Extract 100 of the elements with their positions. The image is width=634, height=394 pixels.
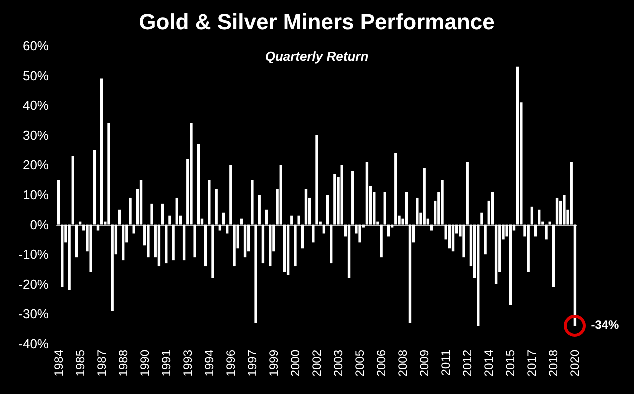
x-tick-label: 2005 [353, 350, 368, 377]
bar [158, 224, 161, 267]
x-tick-label: 2000 [288, 350, 302, 377]
bar [286, 224, 290, 276]
y-tick-label: 50% [22, 68, 50, 84]
bar [298, 216, 300, 225]
bar [182, 224, 186, 261]
y-tick-label: -20% [18, 276, 50, 292]
bar [527, 224, 530, 272]
bar [494, 224, 498, 284]
y-tick-label: 10% [22, 188, 50, 202]
bar [140, 180, 143, 225]
bar [197, 144, 200, 225]
x-tick-label: 2017 [525, 350, 540, 377]
bar [208, 180, 211, 225]
bar [118, 210, 122, 225]
bar [563, 195, 566, 225]
x-tick-label: 2002 [310, 350, 324, 377]
bar [111, 224, 114, 312]
bar [423, 168, 426, 225]
bar [240, 218, 244, 225]
bar [340, 165, 344, 225]
bar [262, 224, 265, 264]
x-tick-label: 1991 [159, 350, 174, 377]
bar [387, 224, 390, 237]
x-tick-label: 1985 [73, 350, 88, 377]
x-tick-label: 2011 [439, 350, 454, 376]
bar [530, 206, 534, 225]
bar [480, 212, 484, 225]
bar [466, 162, 469, 225]
x-tick-label: 2018 [546, 350, 561, 377]
bar [172, 224, 175, 261]
bar [301, 224, 304, 249]
bar [147, 224, 150, 258]
bar [251, 180, 254, 225]
x-tick-label: 1990 [138, 350, 152, 377]
y-tick-label: -10% [18, 247, 50, 262]
bar [545, 224, 548, 240]
bar [509, 224, 512, 306]
y-tick-label: 60% [22, 38, 50, 54]
bar [233, 224, 236, 267]
bar [316, 135, 318, 225]
bar [556, 198, 559, 225]
bar [312, 224, 315, 243]
bar [230, 165, 232, 225]
bar [93, 150, 96, 225]
x-tick-label: 2003 [332, 350, 346, 377]
bar [212, 224, 214, 278]
bar [108, 123, 110, 225]
bar [516, 66, 520, 225]
bar [384, 192, 386, 225]
bar [358, 224, 362, 243]
bar [194, 224, 196, 258]
bar [280, 165, 282, 225]
x-tick-label: 2015 [504, 350, 518, 377]
bar [484, 224, 487, 255]
bar [72, 156, 74, 225]
bar [165, 224, 168, 264]
x-tick-label: 1987 [94, 350, 109, 377]
bar [100, 78, 104, 225]
bar [258, 195, 261, 225]
y-tick-label: 0% [30, 217, 50, 232]
bar [61, 224, 64, 288]
bar [534, 224, 538, 237]
bar [176, 198, 178, 225]
bar [366, 162, 369, 225]
x-tick-label: 2006 [374, 350, 389, 377]
bar [416, 198, 419, 225]
bar [290, 216, 294, 225]
bar [57, 180, 60, 225]
bar [380, 224, 383, 258]
bar [448, 224, 452, 249]
y-tick-label: -40% [18, 336, 50, 352]
x-tick-label: 2009 [418, 350, 432, 377]
bar [168, 216, 172, 225]
bar [129, 198, 132, 225]
bar [570, 162, 573, 225]
x-tick-label: 2020 [568, 350, 582, 377]
x-tick-label: 2012 [460, 350, 475, 377]
bar [352, 171, 354, 225]
bar [96, 224, 100, 231]
bar [330, 224, 333, 264]
bar [405, 192, 408, 225]
x-tick-label: 2008 [396, 350, 410, 377]
x-tick-label: 1997 [245, 350, 260, 377]
bar [204, 224, 208, 267]
chart-title: Gold & Silver Miners Performance [139, 10, 495, 34]
bar [190, 123, 193, 225]
bar [218, 224, 222, 231]
bar [538, 210, 541, 225]
x-tick-label: 2014 [482, 350, 496, 377]
y-tick-label: 30% [22, 128, 50, 143]
bar [430, 224, 434, 231]
y-tick-label: 20% [22, 158, 50, 173]
x-tick-label: 1988 [116, 350, 130, 377]
bar [334, 174, 336, 225]
bar [68, 224, 71, 290]
y-tick-label: 40% [22, 98, 50, 114]
bar [269, 224, 272, 267]
x-tick-label: 1996 [224, 350, 238, 377]
